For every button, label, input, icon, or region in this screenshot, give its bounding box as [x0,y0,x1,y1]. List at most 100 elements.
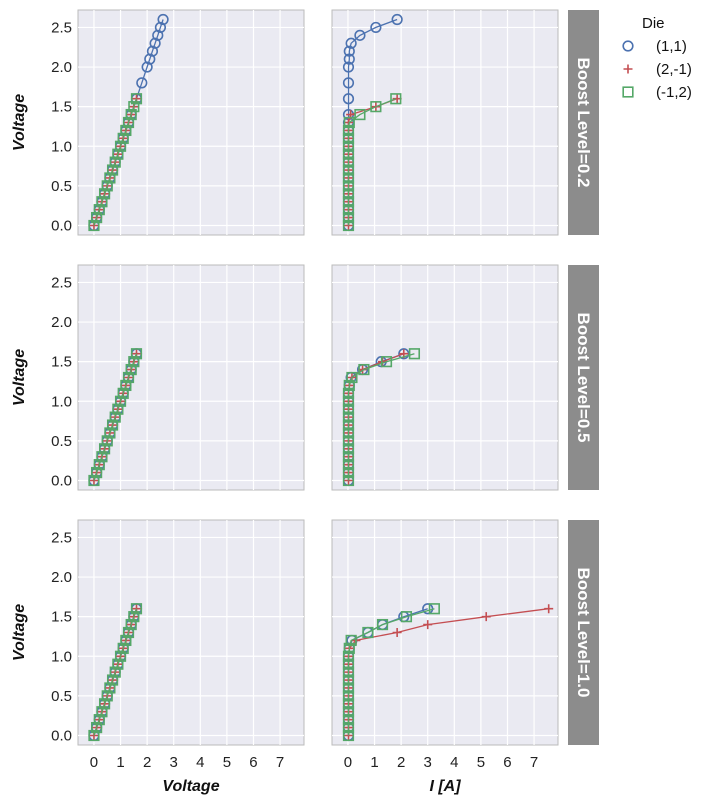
data-point [125,618,137,631]
data-point [112,148,124,160]
series-(-1,2) [342,93,402,232]
data-point [117,132,129,144]
data-point [120,634,132,647]
facet-strip-label: Boost Level=1.0 [574,568,593,698]
data-point [544,604,554,614]
data-point [342,395,355,407]
data-point [342,459,355,471]
data-point [130,603,143,615]
series-(-1,2) [342,348,421,487]
data-point [342,690,355,702]
facet-strip-1: Boost Level=0.5 [568,265,599,490]
x-tick-label: 5 [477,754,485,771]
data-point [104,682,116,694]
y-tick-label: 1.0 [51,393,72,410]
data-point [370,21,382,34]
data-point [342,466,355,479]
data-point [342,443,355,455]
data-point [112,403,124,415]
data-point [345,37,357,49]
data-point [354,29,366,41]
data-point [342,658,355,670]
data-point [130,93,143,105]
data-point [342,435,355,447]
data-point [88,474,100,487]
y-tick-label: 0.5 [51,178,72,195]
data-point [342,124,355,137]
y-axis-label: Voltage [11,94,28,151]
data-point [157,13,169,26]
data-point [120,124,132,137]
data-point [342,219,355,232]
panel-2-1: 0 1 2 3 4 5 6 7 I [A] [331,519,559,795]
data-point [342,427,355,439]
data-point [370,101,382,113]
data-point [343,53,355,65]
y-tick-label: 2.0 [51,314,72,331]
x-tick-label: 2 [397,754,405,771]
data-point [343,116,355,129]
data-point [117,642,129,654]
data-point [342,706,355,718]
data-point [128,611,140,623]
data-point [141,61,153,73]
data-point [342,188,355,200]
data-point [376,618,389,631]
x-tick-label: 1 [370,754,378,771]
data-point [106,419,119,431]
data-point [88,729,100,742]
x-tick-label: 1 [116,754,124,771]
panel-background [77,264,305,491]
legend: Die (1,1) (2,-1) (-1,2) [622,15,692,101]
data-point [423,620,433,630]
x-axis-label: I [A] [429,778,461,795]
data-point [98,698,111,710]
y-tick-label: 0.0 [51,217,72,234]
legend-marker [623,64,633,74]
data-point [346,371,358,384]
data-point [342,411,355,423]
legend-label: (-1,2) [656,84,692,101]
y-axis-label: Voltage [11,604,28,661]
y-tick-label: 1.5 [51,354,72,371]
x-tick-label: 3 [170,754,178,771]
data-point [128,356,140,368]
data-point [342,729,355,742]
data-point [91,466,103,479]
y-tick-label: 1.5 [51,99,72,116]
y-tick-label: 1.0 [51,138,72,155]
series-(-1,2) [88,93,143,232]
x-tick-label: 6 [503,754,511,771]
data-point [136,77,148,89]
panel-1-0: 0.0 0.5 1.0 1.5 2.0 2.5 Voltage [11,264,305,491]
data-point [362,626,374,639]
data-point [101,690,113,702]
data-point [342,419,355,431]
data-point [342,204,355,216]
series-(-1,2) [342,603,440,742]
data-point [130,348,143,360]
data-point [128,101,140,113]
data-point [93,714,105,726]
y-tick-label: 2.0 [51,569,72,586]
x-tick-label: 4 [196,754,204,771]
facet-strip-background [568,520,599,745]
data-point [343,642,355,654]
data-point [91,211,103,224]
data-point [398,348,410,360]
x-tick-label: 0 [344,754,352,771]
legend-marker [622,86,634,98]
panel-2-0: 0.0 0.5 1.0 1.5 2.0 2.5 Voltage 0 1 2 3 4 5 6 7 Voltage [11,519,305,795]
x-axis-label: Voltage [162,778,219,795]
panel-0-1 [331,9,559,236]
x-tick-label: 5 [223,754,231,771]
y-tick-label: 2.5 [51,274,72,291]
data-point [125,363,137,376]
y-tick-label: 0.0 [51,472,72,489]
data-point [122,116,135,129]
data-point [343,45,355,57]
data-point [152,29,164,41]
data-point [408,348,421,360]
data-point [342,682,355,694]
